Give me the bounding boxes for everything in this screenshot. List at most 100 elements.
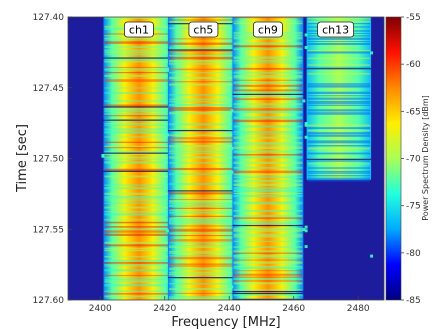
band-stripe	[168, 83, 238, 86]
band-stripe	[168, 38, 238, 40]
y-tick-label: 127.60	[33, 296, 65, 306]
channel-label-ch9: ch9	[258, 24, 278, 37]
band-stripe	[307, 100, 371, 103]
band-stripe	[104, 278, 174, 281]
band-stripe	[104, 147, 174, 149]
band-stripe	[307, 112, 371, 115]
band-stripe	[233, 45, 303, 48]
packet-dot	[230, 109, 234, 113]
band-stripe	[168, 48, 238, 50]
band-stripe	[233, 194, 303, 198]
band-stripe	[233, 235, 303, 238]
band-stripe	[168, 112, 238, 115]
band-stripe	[168, 53, 238, 55]
plot-area	[68, 17, 384, 300]
band-stripe	[233, 201, 303, 204]
band-stripe	[233, 179, 303, 183]
band-stripe	[307, 41, 371, 43]
band-stripe	[233, 259, 303, 261]
band-stripe	[168, 150, 238, 152]
band-stripe	[104, 184, 174, 186]
band-stripe	[168, 283, 238, 285]
band-stripe	[233, 261, 303, 264]
band-stripe	[104, 213, 174, 216]
channel-label-box	[253, 21, 283, 38]
band-stripe	[307, 85, 371, 88]
band-stripe	[233, 79, 303, 81]
band-gap	[306, 68, 372, 70]
band-stripe	[104, 175, 174, 178]
band-stripe	[233, 59, 303, 62]
band-stripe	[104, 66, 174, 68]
band-stripe	[307, 17, 371, 20]
x-axis-label: Frequency [MHz]	[171, 315, 280, 329]
x-tick-label: 2480	[347, 304, 370, 314]
band-stripe	[104, 74, 174, 77]
band-stripe	[104, 277, 174, 279]
band-stripe	[168, 60, 238, 63]
packet-dot	[230, 147, 234, 151]
band-stripe	[233, 20, 303, 22]
band-stripe	[307, 129, 371, 132]
band-stripe	[168, 245, 238, 247]
band-stripe	[168, 219, 238, 223]
band-stripe	[233, 119, 303, 123]
band-stripe	[233, 166, 303, 169]
band-stripe	[104, 145, 174, 148]
band-stripe	[104, 219, 174, 221]
band-stripe	[233, 48, 303, 50]
band-stripe	[233, 173, 303, 176]
packet-dot	[304, 225, 308, 229]
band-stripe	[104, 249, 174, 252]
band-stripe	[307, 124, 371, 127]
band-stripe	[104, 247, 174, 249]
band-stripe	[233, 141, 303, 144]
y-tick-label: 127.55	[33, 225, 65, 235]
band-stripe	[168, 144, 238, 148]
x-tick-label: 2460	[282, 304, 305, 314]
band-stripe	[233, 220, 303, 222]
band-stripe	[104, 17, 174, 19]
band-stripe	[233, 136, 303, 139]
band-stripe	[104, 187, 174, 190]
band-stripe	[104, 87, 174, 89]
band-stripe	[233, 81, 303, 84]
band-gap	[167, 130, 239, 132]
band-stripe	[307, 145, 371, 147]
band-stripe	[104, 161, 174, 164]
band-stripe	[168, 288, 238, 291]
band-gap	[103, 119, 175, 121]
band-gap	[232, 292, 304, 295]
x-tick-label: 2400	[89, 304, 112, 314]
packet-dot	[230, 170, 234, 174]
band-stripe	[168, 296, 238, 298]
band-stripe	[168, 197, 238, 199]
band-stripe	[168, 167, 238, 171]
band-stripe	[104, 221, 174, 224]
band-stripe	[233, 77, 303, 79]
band-stripe	[307, 97, 371, 100]
band-stripe	[233, 227, 303, 231]
band-stripe	[233, 116, 303, 119]
band-stripe	[307, 160, 371, 162]
packet-dot	[304, 229, 308, 233]
band-stripe	[104, 100, 174, 102]
channel-label-box	[124, 21, 154, 38]
channel-label-ch5: ch5	[193, 24, 213, 37]
band-stripe	[307, 91, 371, 94]
band-stripe	[104, 153, 174, 156]
y-axis-label: Time [sec]	[15, 124, 30, 193]
colorbar-ticks: -55 -60 -65 -70 -75 -80 -85	[401, 13, 421, 306]
colorbar-tick-label: -75	[406, 202, 421, 212]
band-stripe	[104, 113, 174, 115]
band-stripe	[233, 273, 303, 276]
band-stripe	[168, 273, 238, 276]
band-stripe	[233, 233, 303, 235]
band-stripe	[168, 235, 238, 237]
band-gap	[306, 158, 372, 160]
band-stripe	[104, 131, 174, 134]
band-stripe	[233, 187, 303, 190]
band-stripe	[168, 199, 238, 201]
band-stripe	[104, 241, 174, 244]
